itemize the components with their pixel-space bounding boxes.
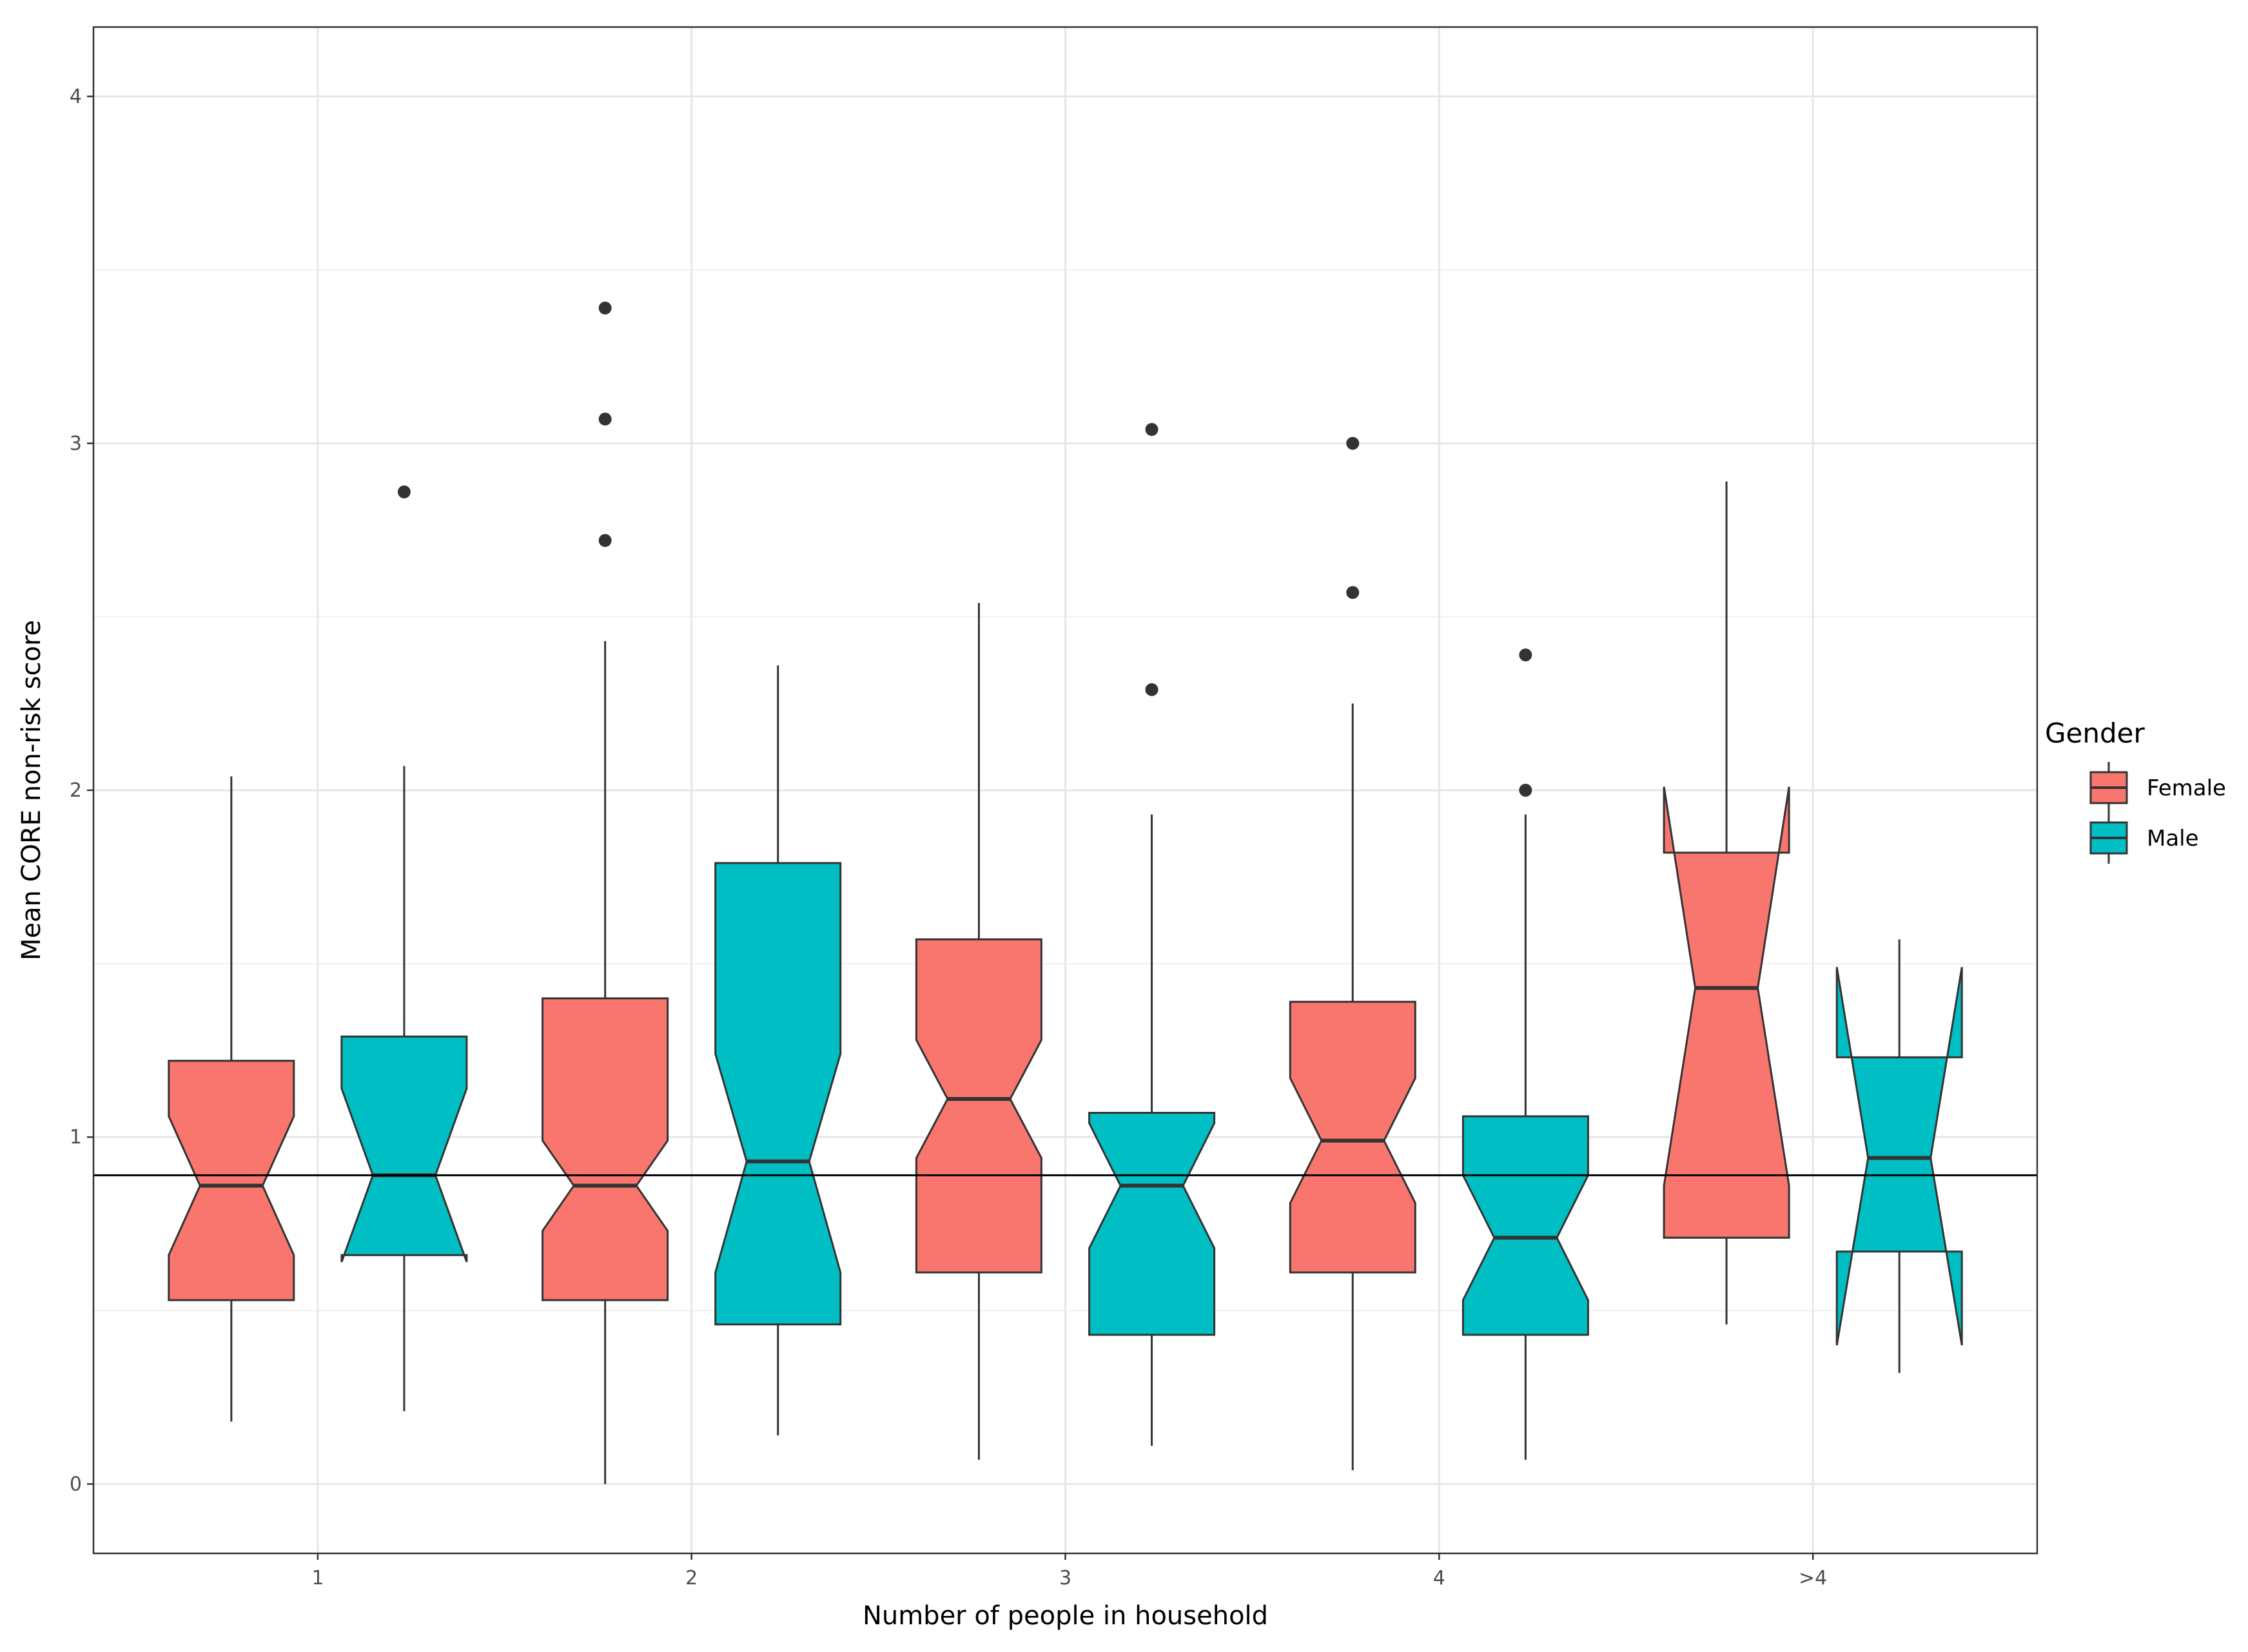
outlier-point bbox=[1145, 683, 1158, 696]
box-body bbox=[542, 997, 669, 1301]
x-tick-label: 4 bbox=[1433, 1567, 1445, 1589]
x-tick-label: 2 bbox=[685, 1567, 698, 1589]
outlier-point bbox=[598, 301, 612, 315]
legend-label: Female bbox=[2147, 775, 2226, 801]
box-male->4 bbox=[1835, 939, 1963, 1374]
y-tick-label: 4 bbox=[70, 86, 82, 108]
box-body bbox=[1289, 1000, 1416, 1274]
y-tick-label: 1 bbox=[70, 1126, 82, 1149]
box-body bbox=[1088, 1112, 1216, 1336]
box-body bbox=[340, 1035, 468, 1263]
box-body bbox=[1461, 1115, 1589, 1336]
legend-label: Male bbox=[2147, 826, 2199, 851]
outlier-point bbox=[1145, 423, 1158, 436]
box-body bbox=[714, 862, 842, 1326]
outlier-point bbox=[598, 534, 612, 547]
legend-entry-female: Female bbox=[2089, 762, 2226, 813]
outlier-point bbox=[1346, 586, 1360, 599]
x-axis-title: Number of people in household bbox=[863, 1601, 1268, 1631]
y-axis-title: Mean CORE non-risk score bbox=[17, 620, 46, 960]
legend-entries: Female Male bbox=[2089, 762, 2226, 864]
outlier-point bbox=[1519, 784, 1532, 797]
box-female-2 bbox=[542, 301, 669, 1484]
outlier-point bbox=[397, 485, 411, 499]
box-male-1 bbox=[340, 485, 468, 1412]
x-tick-label: >4 bbox=[1799, 1567, 1827, 1589]
box-female-3 bbox=[915, 603, 1042, 1460]
y-tick-label: 0 bbox=[70, 1473, 82, 1495]
box-male-3 bbox=[1088, 423, 1216, 1446]
box-body bbox=[1663, 786, 1790, 1239]
x-tick-label: 1 bbox=[311, 1567, 324, 1589]
legend-entry-male: Male bbox=[2089, 812, 2199, 864]
box-body bbox=[915, 938, 1042, 1274]
box-female-1 bbox=[168, 776, 295, 1422]
box-female->4 bbox=[1663, 481, 1790, 1325]
outlier-point bbox=[1346, 436, 1360, 450]
outlier-point bbox=[1519, 648, 1532, 662]
box-marks bbox=[168, 301, 1963, 1484]
y-axis: 0 1 2 3 4 bbox=[70, 86, 93, 1495]
legend: Gender Female Male bbox=[2045, 717, 2226, 864]
box-female-4 bbox=[1289, 436, 1416, 1470]
x-axis: 1 2 3 4 >4 bbox=[311, 1553, 1827, 1589]
y-tick-label: 3 bbox=[70, 432, 82, 455]
box-male-4 bbox=[1461, 648, 1589, 1460]
x-tick-label: 3 bbox=[1059, 1567, 1071, 1589]
box-body bbox=[168, 1060, 295, 1301]
outlier-point bbox=[598, 413, 612, 426]
legend-title: Gender bbox=[2045, 717, 2145, 749]
box-male-2 bbox=[714, 665, 842, 1436]
y-tick-label: 2 bbox=[70, 779, 82, 802]
